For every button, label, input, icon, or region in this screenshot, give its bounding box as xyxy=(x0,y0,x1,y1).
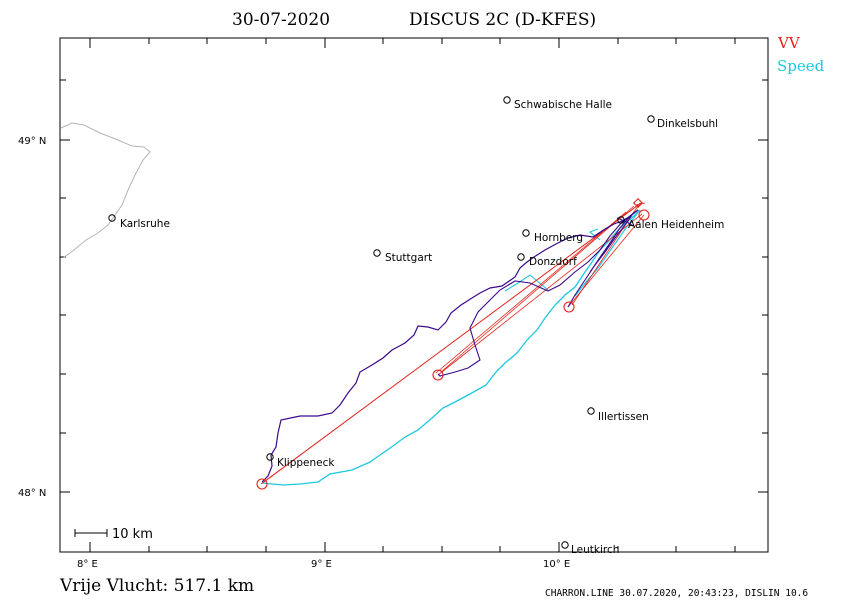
town-marker xyxy=(587,407,595,415)
town-marker xyxy=(266,453,274,461)
town-label: Klippeneck xyxy=(277,457,335,469)
flight-date: 30-07-2020 xyxy=(232,10,331,30)
town-label: Dinkelsbuhl xyxy=(657,118,718,130)
flight-track-return xyxy=(437,209,639,377)
legend-vv: VV xyxy=(778,34,800,52)
credits-label: CHARRON.LINE 30.07.2020, 20:43:23, DISLI… xyxy=(545,588,809,599)
lon-label-8: 8° E xyxy=(77,559,98,570)
scale-label: 10 km xyxy=(112,527,153,542)
town-marker xyxy=(522,229,530,237)
lon-label-10: 10° E xyxy=(543,559,570,570)
legend-speed: Speed xyxy=(777,57,825,75)
town-marker xyxy=(517,253,525,261)
town-marker xyxy=(373,249,381,257)
country-border xyxy=(60,122,151,259)
lon-label-9: 9° E xyxy=(311,559,332,570)
town-label: Schwabische Halle xyxy=(514,99,612,111)
map-frame xyxy=(59,37,769,553)
turnpoint-markers xyxy=(256,197,650,490)
town-marker xyxy=(617,216,625,224)
town-marker xyxy=(647,115,655,123)
axis-ticks xyxy=(60,38,768,552)
lat-label-48: 48° N xyxy=(18,488,46,499)
town-label: Leutkirch xyxy=(571,544,619,556)
flight-track xyxy=(261,209,639,483)
vv-legs xyxy=(260,202,646,485)
town-label: Aalen Heidenheim xyxy=(628,219,724,231)
town-marker xyxy=(108,214,116,222)
town-label: Donzdorf xyxy=(529,256,577,268)
town-label: Karlsruhe xyxy=(120,218,170,230)
town-label: Hornberg xyxy=(534,232,583,244)
town-label: Stuttgart xyxy=(385,252,432,264)
glider-title: DISCUS 2C (D-KFES) xyxy=(409,10,597,30)
speed-track xyxy=(261,209,641,486)
town-marker xyxy=(561,541,569,549)
distance-label: Vrije Vlucht: 517.1 km xyxy=(60,576,255,596)
town-label: Illertissen xyxy=(598,411,649,423)
town-marker xyxy=(503,96,511,104)
lat-label-49: 49° N xyxy=(18,136,46,147)
scale-bar xyxy=(74,529,108,537)
